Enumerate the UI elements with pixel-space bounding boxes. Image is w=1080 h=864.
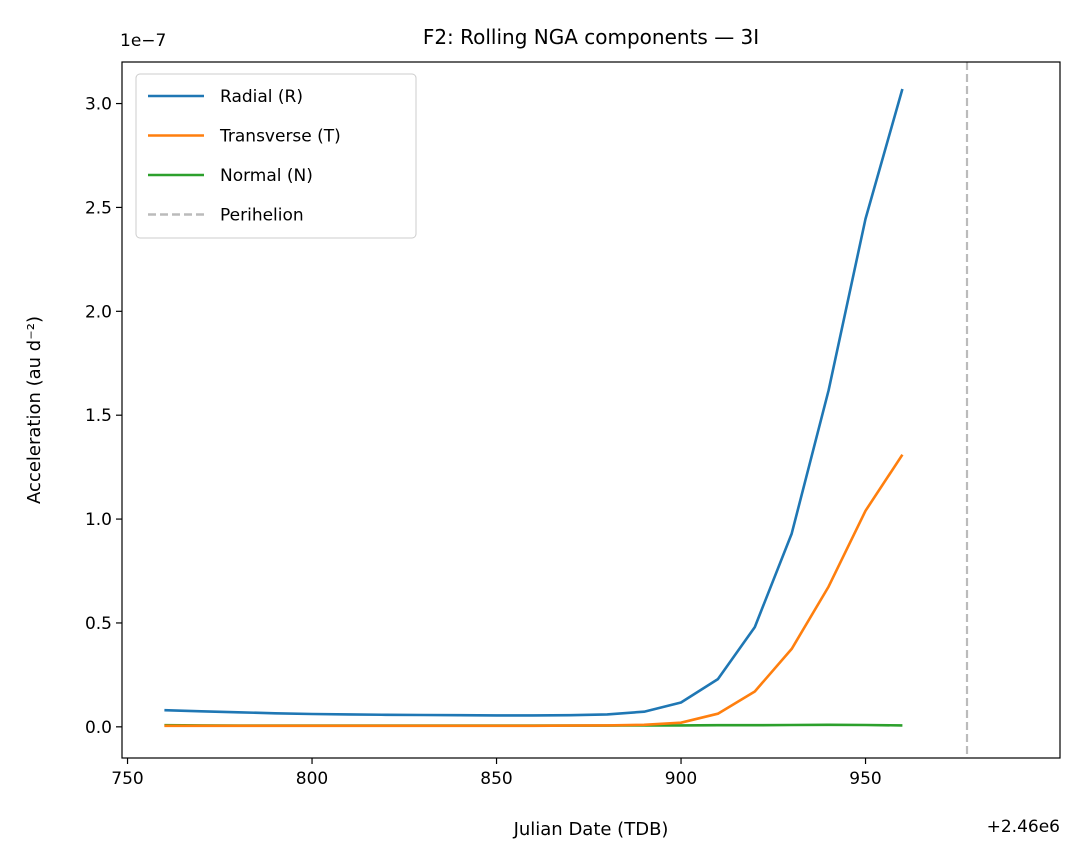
x-tick-label: 900 <box>665 769 697 789</box>
y-tick-label: 3.0 <box>85 95 112 115</box>
x-tick-label: 950 <box>849 769 881 789</box>
x-axis-label: Julian Date (TDB) <box>513 819 669 840</box>
y-axis-label: Acceleration (au d⁻²) <box>24 316 45 504</box>
x-tick-label: 850 <box>480 769 512 789</box>
y-tick-label: 0.5 <box>85 614 112 634</box>
legend-label: Radial (R) <box>220 87 303 107</box>
legend-label: Normal (N) <box>220 166 313 186</box>
plot-area-frame <box>121 61 1061 759</box>
y-tick-label: 1.0 <box>85 510 112 530</box>
y-tick-label: 2.5 <box>85 198 112 218</box>
legend: Radial (R) Transverse (T) Normal (N) Perihe… <box>135 73 417 239</box>
x-tick-label: 750 <box>111 769 143 789</box>
x-offset-label: +2.46e6 <box>987 817 1060 837</box>
series-line-transverse <box>164 453 904 728</box>
chart-title: F2: Rolling NGA components — 3I <box>423 25 759 49</box>
y-scale-label: 1e−7 <box>120 31 166 51</box>
x-tick-label: 800 <box>296 769 328 789</box>
legend-box <box>135 73 417 239</box>
legend-label: Perihelion <box>220 206 304 226</box>
series-line-radial <box>164 88 904 717</box>
y-tick-label: 1.5 <box>85 406 112 426</box>
legend-label: Transverse (T) <box>219 127 341 147</box>
y-tick-label: 2.0 <box>85 302 112 322</box>
y-tick-label: 0.0 <box>85 718 112 738</box>
